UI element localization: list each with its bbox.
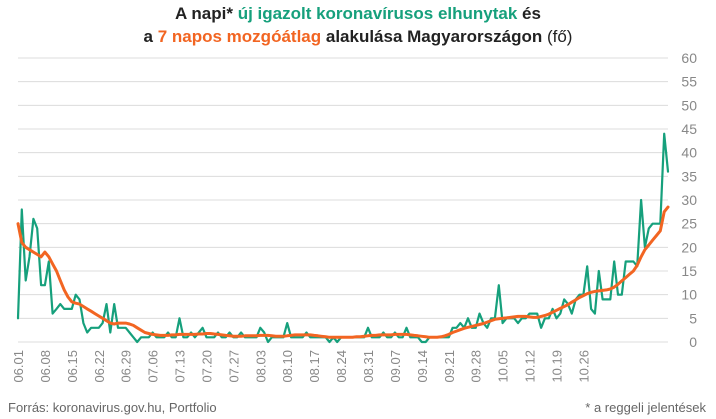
- x-tick-label: 08.17: [307, 350, 322, 383]
- y-tick-label: 55: [681, 74, 697, 90]
- y-tick-label: 45: [681, 121, 697, 137]
- x-tick-label: 09.14: [415, 350, 430, 383]
- x-tick-label: 08.31: [361, 350, 376, 383]
- title-line-1: A napi* új igazolt koronavírusos elhunyt…: [0, 2, 716, 25]
- x-tick-label: 09.21: [442, 350, 457, 383]
- x-tick-label: 06.22: [92, 350, 107, 383]
- x-tick-label: 06.15: [65, 350, 80, 383]
- y-tick-label: 40: [681, 145, 697, 161]
- title-prefix-2: a: [143, 27, 158, 46]
- x-tick-label: 10.26: [576, 350, 591, 383]
- y-tick-label: 10: [681, 287, 697, 303]
- y-tick-label: 30: [681, 192, 697, 208]
- x-tick-label: 10.12: [523, 350, 538, 383]
- y-tick-label: 5: [689, 310, 697, 326]
- x-tick-label: 08.10: [280, 350, 295, 383]
- title-middle: alakulása Magyarországon: [321, 27, 543, 46]
- x-tick-label: 06.29: [119, 350, 134, 383]
- title-highlight-daily: új igazolt koronavírusos elhunytak: [237, 4, 518, 23]
- series-line-daily: [16, 132, 670, 344]
- y-tick-label: 60: [681, 50, 697, 66]
- x-tick-label: 10.05: [496, 350, 511, 383]
- chart-title: A napi* új igazolt koronavírusos elhunyt…: [0, 2, 716, 48]
- y-tick-label: 50: [681, 97, 697, 113]
- x-tick-label: 07.13: [173, 350, 188, 383]
- source-note: Forrás: koronavirus.gov.hu, Portfolio: [8, 400, 217, 415]
- x-tick-label: 10.19: [549, 350, 564, 383]
- y-tick-label: 25: [681, 216, 697, 232]
- x-tick-label: 07.27: [226, 350, 241, 383]
- title-unit: (fő): [542, 27, 573, 46]
- y-tick-label: 15: [681, 263, 697, 279]
- x-tick-label: 07.06: [146, 350, 161, 383]
- y-tick-label: 0: [689, 334, 697, 350]
- x-tick-label: 09.07: [388, 350, 403, 383]
- x-tick-label: 07.20: [199, 350, 214, 383]
- x-tick-label: 08.03: [253, 350, 268, 383]
- title-prefix: A napi*: [175, 4, 238, 23]
- series-line-average: [16, 205, 670, 339]
- x-tick-label: 08.24: [334, 350, 349, 383]
- title-highlight-average: 7 napos mozgóátlag: [157, 27, 322, 46]
- x-tick-label: 09.28: [469, 350, 484, 383]
- y-tick-label: 20: [681, 239, 697, 255]
- footnote: * a reggeli jelentések: [585, 400, 706, 415]
- x-tick-label: 06.08: [38, 350, 53, 383]
- x-tick-label: 06.01: [11, 350, 26, 383]
- title-suffix: és: [517, 4, 541, 23]
- y-tick-label: 35: [681, 168, 697, 184]
- title-line-2: a 7 napos mozgóátlag alakulása Magyarors…: [0, 25, 716, 48]
